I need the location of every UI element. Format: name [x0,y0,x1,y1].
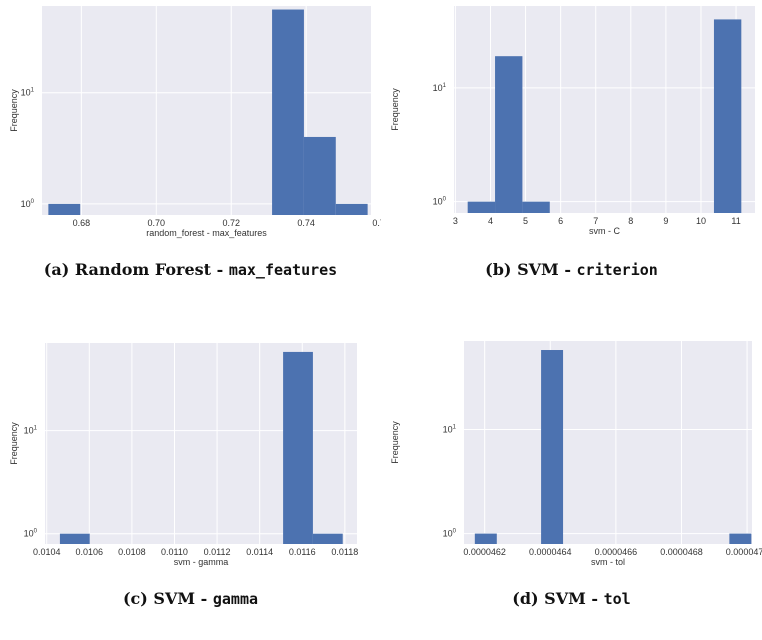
x-tick-label: 0.0108 [118,547,146,557]
histogram-bar [541,350,564,544]
x-tick-label: 0.72 [222,218,240,228]
histogram-bar [335,203,368,215]
histogram-bar [713,19,742,213]
caption-d: (d) SVM - tol [381,589,762,608]
histogram-bar [283,351,313,544]
histogram-bar [48,203,81,215]
y-tick-label: 100 [443,529,457,539]
histogram-bar [467,201,496,213]
x-axis-label: random_forest - max_features [146,228,267,238]
histogram-chart-a: 0.680.700.720.740.76100101random_forest … [9,6,381,238]
y-tick-label: 101 [24,426,38,436]
y-tick-exponent: 1 [31,88,35,94]
x-tick-label: 0.76 [372,218,381,228]
x-tick-label: 0.68 [73,218,91,228]
histogram-bar [729,533,752,544]
histogram-chart-c: 0.0104 0.0106 0.0108 0.0110 0.0112 0.0114 0.01… [9,343,358,567]
caption-a-prefix: (a) Random Forest - [43,260,229,279]
y-tick-base: 10 [433,83,443,93]
x-tick-label: 4 [488,216,493,226]
y-tick-base: 10 [24,529,34,539]
caption-c: (c) SVM - gamma [0,589,381,608]
x-tick-label: 0.0112 [204,547,231,557]
y-tick-exponent: 0 [453,529,457,535]
x-axis-label: svm - tol [591,557,625,567]
y-tick-base: 10 [433,197,443,207]
y-tick-label: 100 [24,529,38,539]
y-tick-base: 10 [443,529,453,539]
y-tick-base: 10 [24,426,34,436]
x-axis-label: svm - gamma [174,557,229,567]
caption-b-code: criterion [576,261,658,279]
caption-c-code: gamma [212,590,259,608]
histogram-bar [59,533,90,544]
histogram-bar [272,9,304,215]
histogram-bar [474,533,497,544]
x-tick-label: 0.70 [148,218,166,228]
x-tick-label: 0.0104 [33,547,61,557]
caption-d-code: tol [603,590,631,608]
x-tick-label: 0.0106 [76,547,104,557]
x-tick-label: 0.0000470 [726,547,762,557]
x-tick-label: 10 [696,216,706,226]
x-tick-label: 5 [523,216,528,226]
x-tick-label: 7 [593,216,598,226]
x-tick-label: 6 [558,216,563,226]
panel-d: 0.0000462 0.0000464 0.0000466 0.0000468 0.00… [381,331,762,640]
x-tick-label: 0.0118 [331,547,358,557]
y-tick-label: 101 [433,83,447,93]
panel-a: 0.680.700.720.740.76100101random_forest … [0,0,381,309]
caption-b: (b) SVM - criterion [381,260,762,279]
panel-c: 0.0104 0.0106 0.0108 0.0110 0.0112 0.0114 0.01… [0,331,381,640]
y-tick-exponent: 0 [34,529,38,535]
caption-a: (a) Random Forest - max_features [0,260,381,279]
y-tick-base: 10 [21,199,31,209]
x-tick-label: 0.0114 [246,547,273,557]
caption-c-prefix: (c) SVM - [122,589,213,608]
y-tick-label: 101 [21,88,35,98]
x-tick-label: 3 [453,216,458,226]
y-tick-label: 100 [433,197,447,207]
y-axis-label: Frequency [9,422,19,465]
histogram-bar [303,136,336,215]
y-axis-label: Frequency [390,421,400,464]
x-tick-label: 0.0116 [289,547,316,557]
y-tick-exponent: 1 [453,424,457,430]
panel-b: 3 4 5 6 7 8 9 10 11 100 101 svm - C Frequency (b) SV… [381,0,762,309]
x-tick-label: 0.0000464 [529,547,572,557]
y-axis-label: Frequency [390,88,400,131]
y-tick-label: 100 [21,199,35,209]
y-tick-exponent: 1 [34,426,38,432]
y-tick-exponent: 0 [31,199,35,205]
histogram-bar [495,56,523,214]
y-axis-label: Frequency [9,89,19,132]
histogram-chart-d: 0.0000462 0.0000464 0.0000466 0.0000468 0.00… [390,341,762,567]
x-tick-label: 0.0000462 [463,547,506,557]
y-tick-exponent: 0 [443,197,447,203]
histogram-bar [522,201,550,213]
x-axis-label: svm - C [589,226,620,236]
x-tick-label: 8 [628,216,633,226]
x-tick-label: 0.0110 [161,547,188,557]
y-tick-exponent: 1 [443,83,447,89]
caption-a-code: max_features [228,261,338,279]
caption-d-prefix: (d) SVM - [512,589,604,608]
histogram-bar [312,533,343,544]
y-tick-label: 101 [443,424,457,434]
plot-area [464,341,752,544]
x-tick-label: 0.0000468 [660,547,703,557]
x-tick-label: 0.0000466 [595,547,638,557]
y-tick-base: 10 [21,88,31,98]
x-tick-label: 9 [663,216,668,226]
x-tick-label: 11 [731,216,740,226]
caption-b-prefix: (b) SVM - [485,260,577,279]
y-tick-base: 10 [443,424,453,434]
x-tick-label: 0.74 [297,218,315,228]
